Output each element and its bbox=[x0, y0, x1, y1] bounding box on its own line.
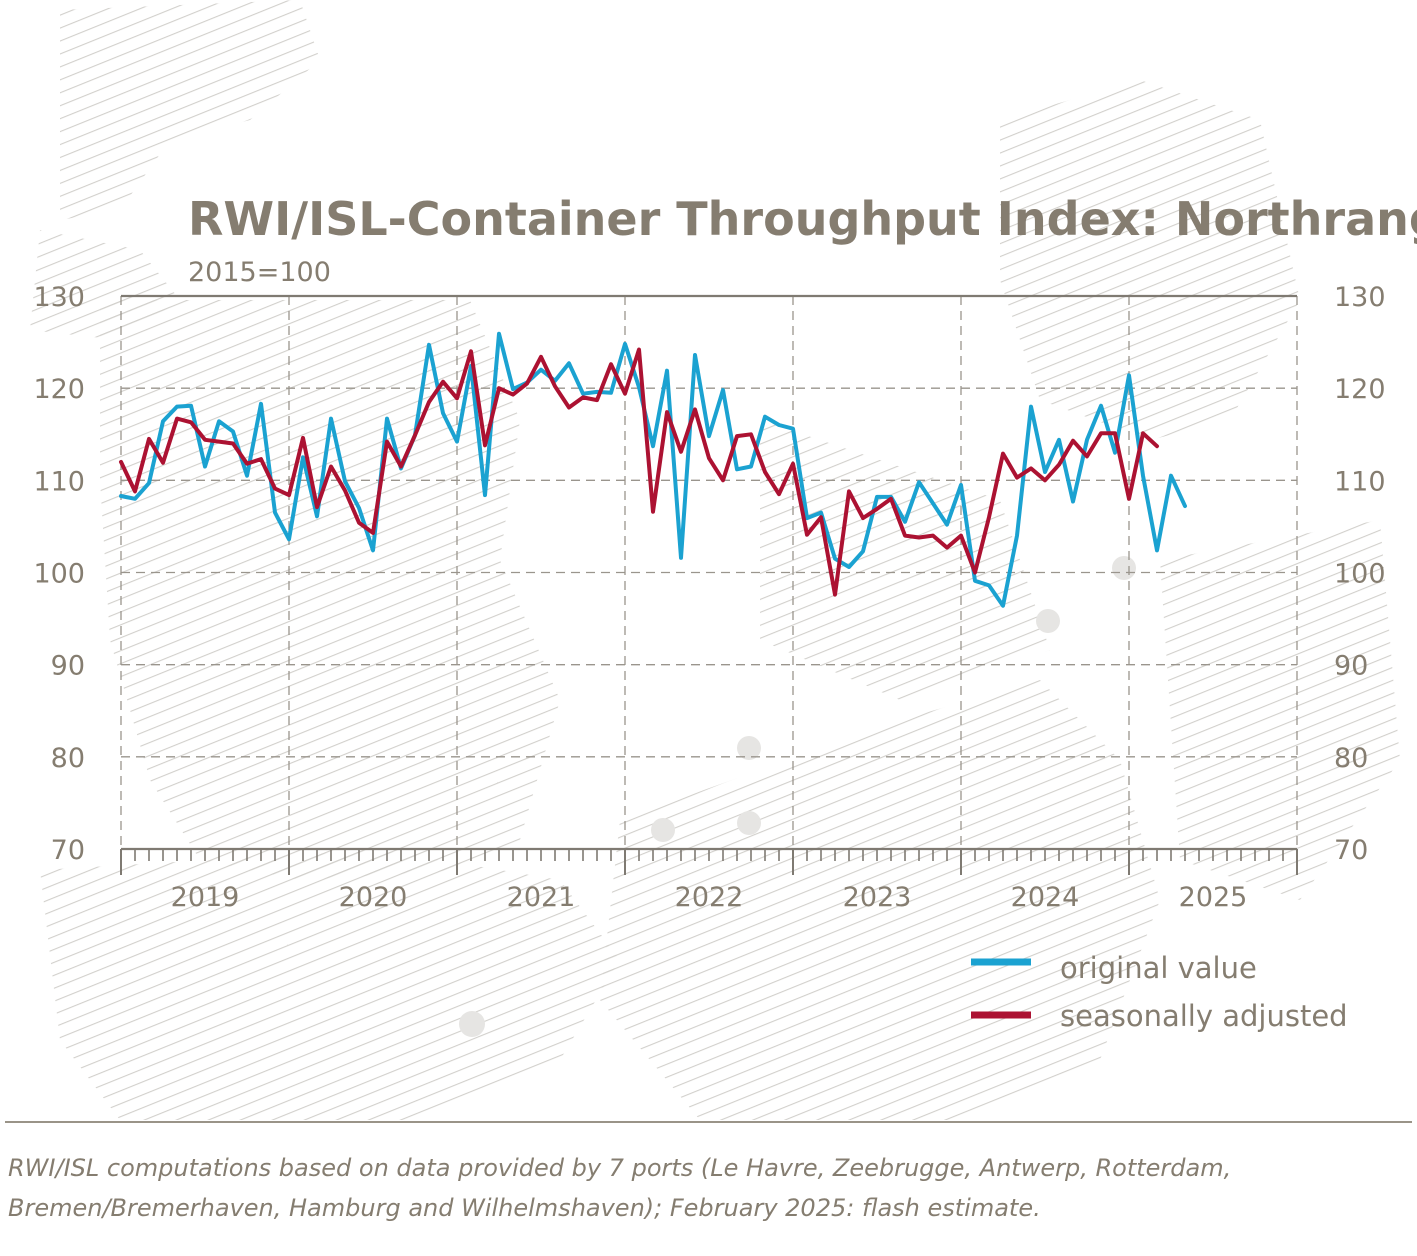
y-tick-label-right: 100 bbox=[1334, 559, 1386, 590]
divider-rule bbox=[5, 1121, 1412, 1123]
y-tick-label-left: 110 bbox=[33, 466, 85, 497]
grid bbox=[120, 296, 1298, 849]
y-tick-label-right: 130 bbox=[1334, 282, 1386, 313]
y-tick-label-right: 70 bbox=[1334, 835, 1368, 866]
x-tick-label: 2019 bbox=[171, 882, 240, 913]
series-original-value bbox=[119, 331, 1187, 608]
chart-title: RWI/ISL-Container Throughput Index: Nort… bbox=[188, 192, 1417, 246]
y-tick-label-left: 90 bbox=[51, 651, 85, 682]
axes: 130 130 120 120 110 110 100 100 90 90 80 80 70 70 2019… bbox=[33, 282, 1385, 913]
source-note: RWI/ISL computations based on data provi… bbox=[8, 1154, 1232, 1222]
y-tick-label-right: 110 bbox=[1334, 466, 1386, 497]
y-tick-label-left: 70 bbox=[51, 835, 85, 866]
x-tick-label: 2023 bbox=[843, 882, 912, 913]
legend-label-seasonal: seasonally adjusted bbox=[1060, 999, 1348, 1033]
y-tick-label-left: 130 bbox=[33, 282, 85, 313]
y-tick-label-right: 90 bbox=[1334, 651, 1368, 682]
y-tick-label-right: 120 bbox=[1334, 374, 1386, 405]
y-tick-label-left: 80 bbox=[51, 743, 85, 774]
x-tick-label: 2024 bbox=[1011, 882, 1080, 913]
x-tick-label: 2022 bbox=[675, 882, 744, 913]
x-tick-label: 2020 bbox=[339, 882, 408, 913]
series-seasonally-adjusted bbox=[119, 347, 1159, 597]
series-lines bbox=[119, 331, 1187, 608]
legend: original value seasonally adjusted bbox=[971, 951, 1348, 1033]
y-tick-label-left: 120 bbox=[33, 374, 85, 405]
chart-subtitle: 2015=100 bbox=[188, 257, 331, 288]
y-tick-label-left: 100 bbox=[33, 559, 85, 590]
x-tick-label: 2025 bbox=[1179, 882, 1248, 913]
legend-label-original: original value bbox=[1060, 951, 1257, 985]
y-tick-label-right: 80 bbox=[1334, 743, 1368, 774]
x-tick-label: 2021 bbox=[507, 882, 576, 913]
